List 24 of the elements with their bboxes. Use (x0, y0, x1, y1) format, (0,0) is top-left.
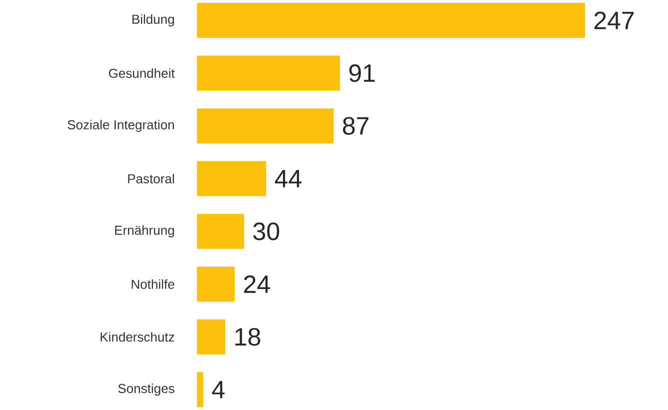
bar (197, 266, 235, 302)
data-label: 4 (212, 380, 225, 398)
y-tick-label: Sonstiges (118, 384, 174, 396)
y-tick-label: Bildung (132, 14, 174, 26)
y-tick-label: Kinderschutz (100, 332, 174, 342)
data-label: 18 (235, 328, 260, 346)
data-label: 30 (253, 222, 280, 240)
data-label: 87 (342, 117, 368, 135)
bar (197, 56, 340, 91)
y-tick-label: Ernährung (115, 225, 174, 238)
bar (197, 161, 266, 196)
data-label: 91 (349, 64, 375, 82)
y-tick-label: Soziale Integration (68, 120, 174, 132)
data-label: 44 (274, 170, 302, 188)
y-tick-label: Gesundheit (108, 68, 175, 78)
bar (197, 108, 334, 144)
y-tick-label: Pastoral (128, 174, 174, 184)
data-label: 247 (594, 12, 634, 30)
bar (197, 214, 244, 249)
bar (197, 319, 226, 354)
data-label: 24 (244, 275, 270, 293)
bar (197, 2, 586, 38)
bar (197, 372, 204, 408)
y-tick-label: Nothilfe (132, 279, 174, 289)
